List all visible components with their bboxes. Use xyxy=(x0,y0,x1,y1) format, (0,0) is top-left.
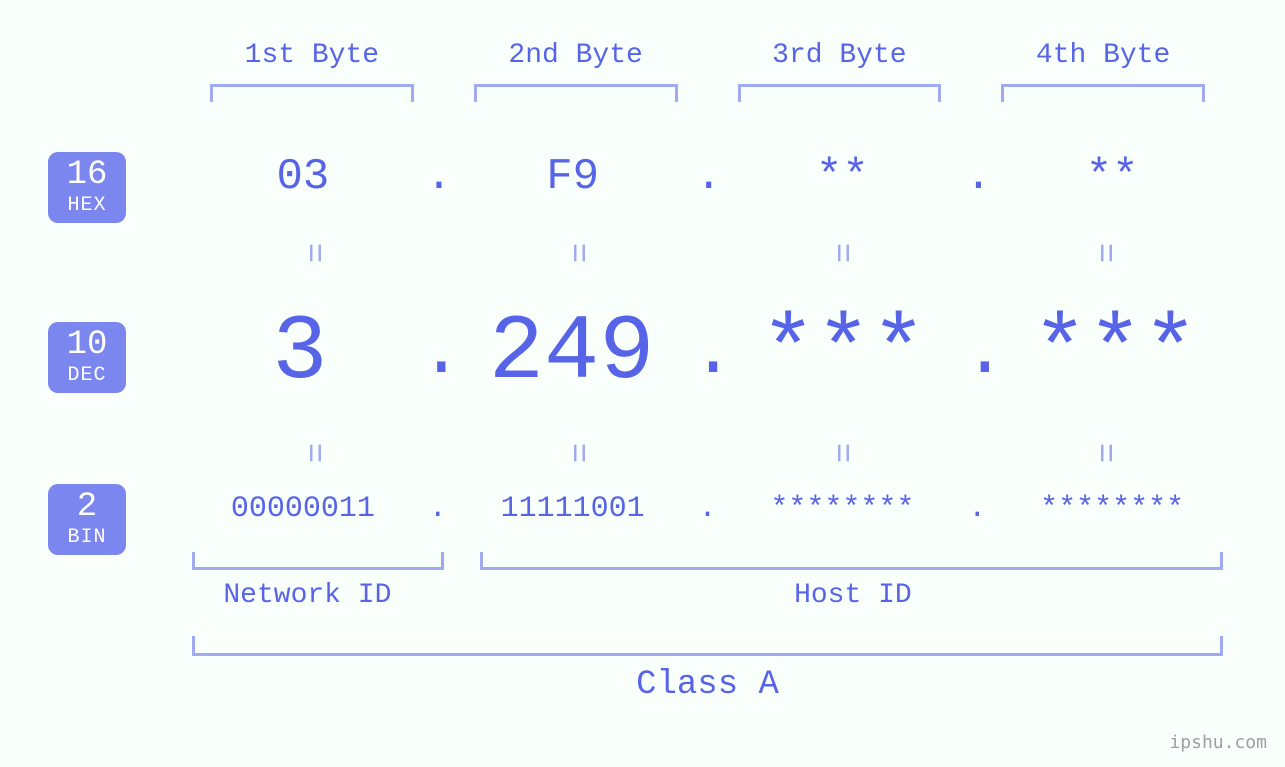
class-label: Class A xyxy=(180,666,1235,704)
byte-bracket xyxy=(210,84,414,102)
dec-row: 3 . 249 . *** . *** xyxy=(180,300,1235,405)
id-labels: Network ID Host ID xyxy=(180,580,1235,611)
dot-separator: . xyxy=(965,152,989,202)
id-brackets xyxy=(180,552,1235,570)
byte-headers-row: 1st Byte 2nd Byte 3rd Byte 4th Byte xyxy=(180,40,1235,71)
equals-icon: = xyxy=(1084,321,1122,585)
dot-separator: . xyxy=(426,152,450,202)
equals-row-1: = = = = xyxy=(180,234,1235,272)
byte-header-4: 4th Byte xyxy=(971,40,1235,71)
byte-bracket xyxy=(738,84,942,102)
byte-bracket xyxy=(474,84,678,102)
equals-icon: = xyxy=(820,321,858,585)
badge-dec-label: DEC xyxy=(48,364,126,387)
dot-separator: . xyxy=(963,312,995,394)
dot-separator: . xyxy=(696,492,720,526)
equals-icon: = xyxy=(293,321,331,585)
bin-byte-2: 11111001 xyxy=(450,492,696,526)
badge-hex-label: HEX xyxy=(48,194,126,217)
bin-row: 00000011 . 11111001 . ******** . *******… xyxy=(180,492,1235,526)
equals-icon: = xyxy=(557,321,595,585)
watermark: ipshu.com xyxy=(1169,732,1267,753)
network-id-bracket xyxy=(192,552,444,570)
bin-byte-1: 00000011 xyxy=(180,492,426,526)
hex-row: 03 . F9 . ** . ** xyxy=(180,152,1235,202)
byte-header-2: 2nd Byte xyxy=(444,40,708,71)
host-id-bracket xyxy=(480,552,1223,570)
byte-brackets xyxy=(180,84,1235,102)
badge-dec: 10 DEC xyxy=(48,322,126,393)
badge-bin: 2 BIN xyxy=(48,484,126,555)
byte-header-3: 3rd Byte xyxy=(708,40,972,71)
dot-separator: . xyxy=(420,312,452,394)
ip-diagram: 16 HEX 10 DEC 2 BIN 1st Byte 2nd Byte 3r… xyxy=(0,0,1285,767)
dot-separator: . xyxy=(692,312,724,394)
dot-separator: . xyxy=(426,492,450,526)
badge-bin-label: BIN xyxy=(48,526,126,549)
dot-separator: . xyxy=(696,152,720,202)
badge-hex: 16 HEX xyxy=(48,152,126,223)
badge-dec-num: 10 xyxy=(48,328,126,362)
class-bracket xyxy=(192,636,1223,656)
byte-header-1: 1st Byte xyxy=(180,40,444,71)
dot-separator: . xyxy=(965,492,989,526)
host-id-label: Host ID xyxy=(471,580,1235,611)
bin-byte-4: ******** xyxy=(989,492,1235,526)
bin-byte-3: ******** xyxy=(720,492,966,526)
network-id-label: Network ID xyxy=(180,580,435,611)
badge-bin-num: 2 xyxy=(48,490,126,524)
equals-row-2: = = = = xyxy=(180,434,1235,472)
badge-hex-num: 16 xyxy=(48,158,126,192)
byte-bracket xyxy=(1001,84,1205,102)
